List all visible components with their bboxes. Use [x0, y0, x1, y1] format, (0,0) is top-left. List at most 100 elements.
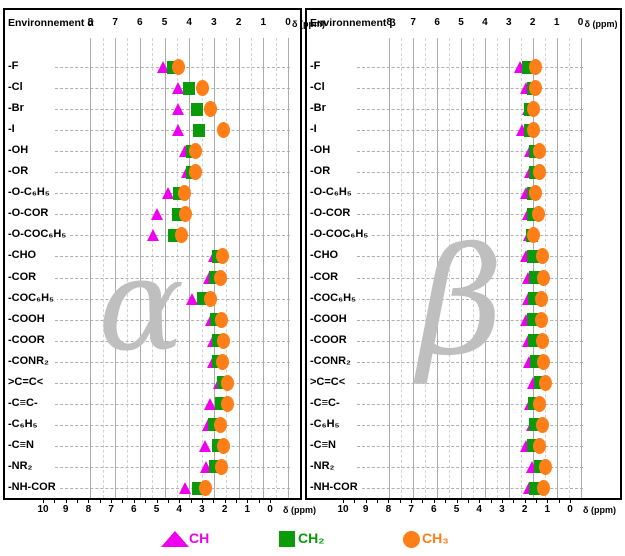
- gridline-minor: [127, 38, 129, 498]
- gridline-minor: [275, 38, 277, 498]
- bottom-axis-tick-mark: [224, 498, 226, 503]
- row-gridline: [55, 340, 290, 342]
- gridline-major: [164, 38, 166, 498]
- bottom-axis-tick: 8: [85, 504, 92, 515]
- row-gridline: [357, 214, 583, 216]
- top-axis-tick: 2: [235, 17, 242, 28]
- marker-ch3-circle: [539, 374, 553, 391]
- row-gridline: [55, 361, 290, 363]
- bottom-axis-tick-mark: [43, 498, 44, 503]
- gridline-major: [437, 38, 439, 498]
- row-label: -C₆H₅: [310, 417, 343, 431]
- gridline-minor: [425, 38, 427, 498]
- bottom-axis-tick-mark: [558, 498, 560, 503]
- gridline-major: [532, 38, 534, 498]
- row-gridline: [357, 340, 583, 342]
- top-axis-unit: δ (ppm): [292, 19, 325, 29]
- top-axis-tick: 6: [137, 17, 143, 28]
- row-label: -Cl: [8, 81, 26, 95]
- row-gridline: [357, 172, 583, 174]
- bottom-axis-unit: δ (ppm): [283, 505, 316, 515]
- row-label: -CONR₂: [310, 354, 354, 368]
- bottom-axis-tick-mark: [213, 498, 215, 503]
- marker-ch3-circle: [539, 458, 553, 475]
- marker-ch3-circle: [175, 227, 189, 244]
- marker-ch-triangle: [199, 439, 212, 452]
- gridline-minor: [176, 38, 178, 498]
- gridline-major: [139, 38, 141, 498]
- bottom-axis-tick: 0: [567, 504, 573, 515]
- bottom-axis-tick-mark: [570, 498, 571, 503]
- top-axis-tick: 8: [87, 17, 94, 28]
- row-label: -O-C₆H₅: [310, 186, 355, 200]
- bottom-axis-unit: δ (ppm): [583, 505, 616, 515]
- marker-ch2-square: [183, 81, 196, 95]
- row-label: -NR₂: [8, 459, 36, 473]
- marker-ch3-circle: [214, 311, 228, 328]
- bottom-axis-tick-mark: [156, 498, 158, 503]
- bottom-axis-tick-mark: [122, 498, 124, 503]
- legend-label: CH₂: [298, 530, 325, 546]
- gridline-major: [115, 38, 117, 498]
- marker-ch3-circle: [198, 480, 212, 496]
- marker-ch3-circle: [533, 437, 547, 454]
- row-label: -COOR: [310, 333, 350, 347]
- row-label: -F: [8, 60, 22, 73]
- row-gridline: [357, 445, 583, 447]
- legend-label: CH₃: [422, 530, 449, 546]
- row-label: -C≡N: [8, 438, 37, 452]
- gridline-major: [484, 38, 486, 498]
- top-axis-tick: 4: [482, 17, 488, 28]
- bottom-axis-tick: 10: [37, 504, 49, 515]
- top-axis-unit: δ (ppm): [584, 19, 618, 29]
- gridline-minor: [152, 38, 154, 498]
- legend-ch-triangle-icon: [161, 531, 189, 547]
- marker-ch3-circle: [529, 80, 543, 97]
- bottom-axis-tick-mark: [365, 498, 367, 503]
- marker-ch3-circle: [533, 395, 547, 412]
- legend-label: CH: [189, 530, 210, 546]
- bottom-axis-tick-mark: [179, 498, 181, 503]
- marker-ch3-circle: [178, 206, 192, 223]
- row-gridline: [357, 424, 583, 426]
- top-axis-tick: 0: [285, 17, 291, 28]
- row-gridline: [357, 319, 583, 321]
- gridline-major: [461, 38, 462, 498]
- marker-ch-triangle: [151, 208, 164, 221]
- row-gridline: [357, 403, 583, 405]
- bottom-axis-tick-mark: [456, 498, 458, 503]
- row-label: -NH-COR: [8, 481, 59, 494]
- row-gridline: [55, 298, 290, 300]
- marker-ch3-circle: [526, 122, 540, 139]
- row-gridline: [357, 382, 583, 384]
- marker-ch3-circle: [188, 164, 202, 181]
- bottom-axis-tick-mark: [399, 498, 401, 503]
- row-gridline: [357, 256, 583, 258]
- row-label: -OR: [310, 165, 334, 179]
- bottom-axis-tick-mark: [354, 498, 356, 503]
- bottom-axis-tick: 0: [267, 504, 273, 515]
- row-label: -Br: [8, 102, 27, 116]
- row-gridline: [55, 319, 290, 321]
- bottom-axis-tick-mark: [433, 498, 435, 503]
- bottom-axis-tick: 5: [153, 504, 160, 515]
- row-gridline: [357, 298, 583, 300]
- row-gridline: [357, 277, 583, 279]
- bottom-axis-tick-mark: [501, 498, 503, 503]
- row-label: -C≡C-: [310, 396, 343, 410]
- gridline-major: [90, 38, 92, 498]
- row-label: >C=C<: [310, 375, 349, 389]
- row-label: -I: [310, 123, 320, 137]
- row-label: -C₆H₅: [8, 417, 41, 431]
- bottom-axis-tick: 7: [408, 504, 414, 515]
- bottom-axis-tick-mark: [247, 498, 249, 503]
- bottom-axis-tick-mark: [388, 498, 390, 503]
- row-gridline: [55, 151, 290, 153]
- marker-ch3-circle: [532, 206, 546, 223]
- row-gridline: [357, 466, 583, 468]
- top-axis-tick: 7: [410, 17, 416, 28]
- row-gridline: [55, 172, 290, 174]
- gridline-minor: [520, 38, 522, 498]
- bottom-axis-tick: 5: [453, 504, 460, 515]
- bottom-axis-tick: 10: [337, 504, 349, 515]
